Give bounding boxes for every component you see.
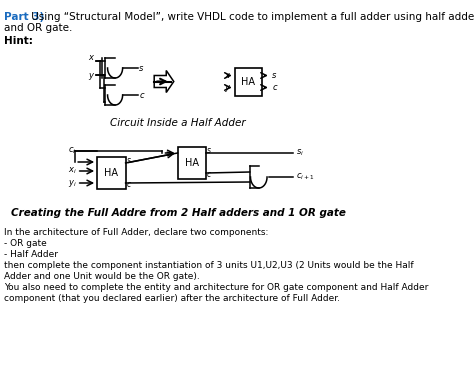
FancyBboxPatch shape xyxy=(235,67,262,96)
Text: $c_i$: $c_i$ xyxy=(68,146,76,156)
Text: $c_{i+1}$: $c_{i+1}$ xyxy=(296,172,314,182)
Text: and OR gate.: and OR gate. xyxy=(4,23,72,33)
Text: In the architecture of Full Adder, declare two components:: In the architecture of Full Adder, decla… xyxy=(4,228,268,237)
Text: component (that you declared earlier) after the architecture of Full Adder.: component (that you declared earlier) af… xyxy=(4,294,340,303)
Polygon shape xyxy=(154,71,174,93)
Text: $y_i$: $y_i$ xyxy=(68,177,76,189)
Text: y: y xyxy=(88,71,93,80)
Text: Using “Structural Model”, write VHDL code to implement a full adder using half a: Using “Structural Model”, write VHDL cod… xyxy=(28,12,474,22)
Text: HA: HA xyxy=(185,158,199,168)
Text: c: c xyxy=(139,90,144,99)
Text: c: c xyxy=(127,180,131,189)
Text: HA: HA xyxy=(104,168,118,178)
Text: y: y xyxy=(224,83,229,92)
FancyBboxPatch shape xyxy=(97,157,126,189)
Text: c: c xyxy=(207,170,211,179)
Text: Circuit Inside a Half Adder: Circuit Inside a Half Adder xyxy=(110,118,246,128)
Text: Creating the Full Addre from 2 Half adders and 1 OR gate: Creating the Full Addre from 2 Half adde… xyxy=(11,208,346,218)
Text: Hint:: Hint: xyxy=(4,36,33,46)
Text: x: x xyxy=(88,52,93,61)
Text: s: s xyxy=(207,145,211,154)
Text: s: s xyxy=(139,64,144,73)
Text: x: x xyxy=(224,71,229,80)
Text: Adder and one Unit would be the OR gate).: Adder and one Unit would be the OR gate)… xyxy=(4,272,200,281)
Text: You also need to complete the entity and architecture for OR gate component and : You also need to complete the entity and… xyxy=(4,283,428,292)
Text: - Half Adder: - Half Adder xyxy=(4,250,58,259)
Text: c: c xyxy=(272,83,277,92)
Text: - OR gate: - OR gate xyxy=(4,239,46,248)
Text: Part 3): Part 3) xyxy=(4,12,44,22)
Text: then complete the component instantiation of 3 units U1,U2,U3 (2 Units would be : then complete the component instantiatio… xyxy=(4,261,413,270)
Text: HA: HA xyxy=(241,77,255,87)
Text: $s_i$: $s_i$ xyxy=(296,148,303,158)
Text: s: s xyxy=(272,71,277,80)
FancyBboxPatch shape xyxy=(178,147,206,179)
Text: s: s xyxy=(127,155,131,164)
Text: $x_i$: $x_i$ xyxy=(68,166,76,176)
